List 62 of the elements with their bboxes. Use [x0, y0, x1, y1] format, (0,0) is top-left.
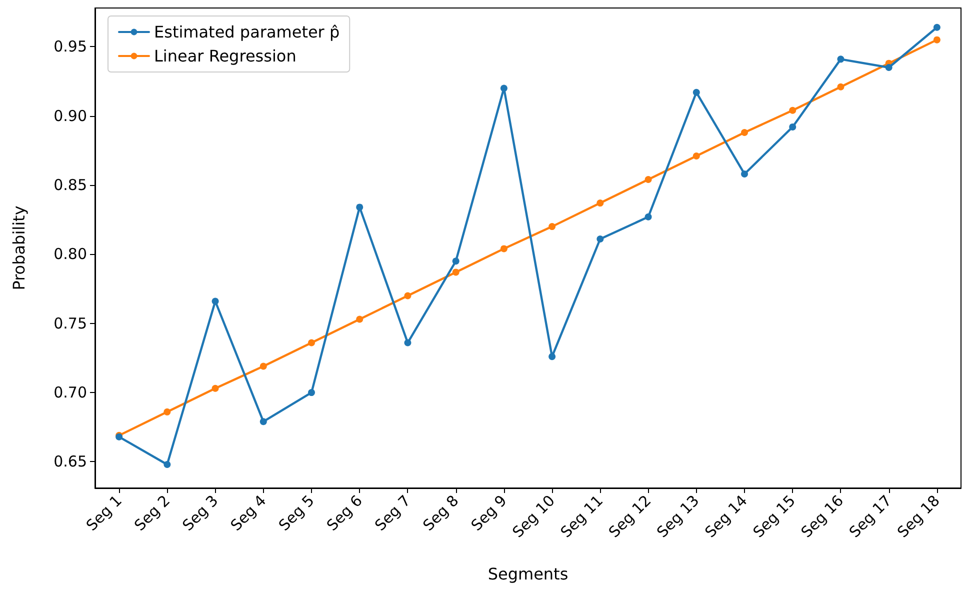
x-tick-label: Seg 18: [894, 492, 944, 542]
point: [164, 460, 171, 468]
point: [500, 245, 508, 252]
point: [789, 106, 796, 114]
x-tick-label: Seg 8: [419, 492, 462, 534]
point: [692, 88, 700, 96]
point: [212, 298, 219, 305]
y-tick-label: 0.90: [54, 106, 87, 125]
point: [404, 339, 412, 346]
y-tick-label: 0.85: [54, 176, 87, 194]
point: [933, 24, 940, 31]
point: [452, 268, 460, 276]
point: [452, 258, 460, 265]
y-tick-label: 0.95: [54, 38, 87, 56]
point: [548, 353, 556, 360]
x-tick-label: Seg 9: [467, 492, 510, 534]
point: [356, 204, 364, 211]
x-tick-label: Seg 17: [846, 492, 896, 542]
x-tick-label: Seg 7: [371, 492, 414, 534]
point: [837, 83, 844, 90]
legend-label: Linear Regression: [154, 46, 296, 66]
point: [548, 223, 556, 230]
x-tick-label: Seg 1: [82, 492, 126, 534]
x-tick-label: Seg 6: [323, 492, 366, 534]
point: [260, 418, 267, 426]
point: [500, 84, 508, 92]
x-tick-label: Seg 2: [130, 492, 174, 534]
point: [596, 236, 604, 243]
point: [404, 292, 412, 300]
x-axis-title: Segments: [488, 564, 568, 584]
x-tick-label: Seg 16: [798, 492, 848, 542]
x-tick-label: Seg 14: [701, 492, 751, 542]
y-axis-title: Probability: [10, 206, 28, 290]
x-tick-label: Seg 10: [508, 492, 558, 542]
point: [789, 123, 796, 130]
point: [596, 200, 604, 207]
x-tick-label: Seg 3: [178, 492, 222, 534]
y-tick-label: 0.75: [54, 314, 87, 332]
point: [356, 316, 364, 323]
point: [885, 64, 892, 71]
x-tick-label: Seg 5: [275, 492, 318, 534]
point: [644, 213, 652, 220]
point: [212, 384, 219, 392]
point: [164, 408, 171, 416]
x-tick-label: Seg 4: [226, 492, 270, 534]
y-tick-label: 0.80: [54, 245, 87, 264]
x-tick-label: Seg 15: [749, 492, 799, 542]
point: [692, 152, 700, 160]
point: [308, 389, 315, 396]
x-tick-label: Seg 12: [605, 492, 655, 542]
legend-label: Estimated parameter p̂: [154, 22, 340, 42]
point: [644, 176, 652, 184]
point: [260, 362, 267, 370]
point: [741, 170, 748, 178]
y-tick-label: 0.70: [54, 384, 87, 402]
x-tick-label: Seg 11: [556, 492, 607, 542]
point: [933, 36, 940, 44]
x-tick-label: Seg 13: [653, 492, 703, 542]
y-tick-label: 0.65: [54, 452, 87, 471]
point: [741, 128, 748, 136]
point: [837, 56, 844, 63]
point: [308, 339, 315, 346]
